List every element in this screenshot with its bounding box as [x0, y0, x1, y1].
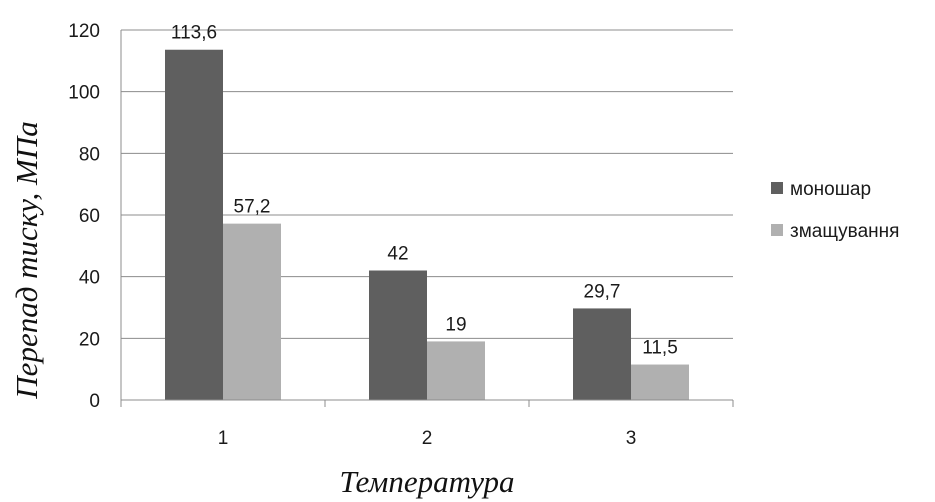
- bar-series1: [369, 270, 427, 400]
- legend-label: змащування: [790, 221, 899, 242]
- y-tick-label: 120: [68, 21, 100, 42]
- data-label: 29,7: [584, 281, 621, 302]
- bar-series2: [427, 341, 485, 400]
- y-tick-label: 60: [79, 206, 100, 227]
- y-tick-label: 100: [68, 83, 100, 104]
- bar-series1: [165, 49, 223, 400]
- data-label: 11,5: [642, 338, 678, 359]
- y-tick-label: 20: [79, 329, 100, 350]
- x-tick-label: 3: [626, 428, 637, 449]
- data-label: 42: [387, 244, 408, 265]
- data-label: 57,2: [234, 197, 271, 218]
- tick-labels: 0 20 40 60 80 100 120 1 2 3: [68, 21, 636, 449]
- bar-series2: [223, 223, 281, 400]
- legend-swatch: [771, 224, 783, 236]
- data-label: 113,6: [171, 23, 217, 44]
- y-tick-label: 0: [89, 391, 100, 412]
- axes: [120, 30, 734, 407]
- bar-series1: [573, 308, 631, 400]
- x-tick-label: 1: [218, 428, 229, 449]
- y-axis-title: Перепад тиску, МПа: [9, 121, 44, 399]
- bar-series2: [631, 364, 689, 400]
- bars: [165, 49, 689, 400]
- y-tick-label: 80: [79, 144, 100, 165]
- data-label: 19: [445, 314, 466, 335]
- data-labels: 113,6 57,2 42 19 29,7 11,5: [171, 23, 678, 359]
- y-tick-label: 40: [79, 268, 100, 289]
- x-axis-title: Температура: [339, 464, 514, 499]
- legend-swatch: [771, 182, 783, 194]
- x-tick-label: 2: [422, 428, 433, 449]
- legend: моношар змащування: [771, 179, 899, 242]
- legend-label: моношар: [790, 179, 871, 200]
